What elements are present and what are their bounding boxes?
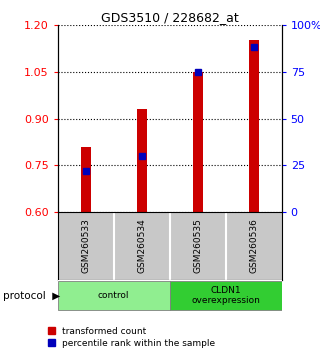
Title: GDS3510 / 228682_at: GDS3510 / 228682_at bbox=[101, 11, 238, 24]
Text: GSM260533: GSM260533 bbox=[81, 218, 90, 274]
Bar bbox=[81, 147, 91, 212]
Legend: transformed count, percentile rank within the sample: transformed count, percentile rank withi… bbox=[46, 325, 217, 349]
Bar bbox=[137, 109, 147, 212]
Text: GSM260535: GSM260535 bbox=[193, 218, 202, 274]
FancyBboxPatch shape bbox=[58, 281, 170, 310]
Text: control: control bbox=[98, 291, 129, 300]
Text: protocol  ▶: protocol ▶ bbox=[3, 291, 60, 301]
Bar bbox=[193, 72, 203, 212]
Text: GSM260534: GSM260534 bbox=[137, 219, 146, 273]
Bar bbox=[249, 40, 259, 212]
Text: GSM260536: GSM260536 bbox=[249, 218, 258, 274]
Text: CLDN1
overexpression: CLDN1 overexpression bbox=[191, 286, 260, 305]
FancyBboxPatch shape bbox=[170, 281, 282, 310]
